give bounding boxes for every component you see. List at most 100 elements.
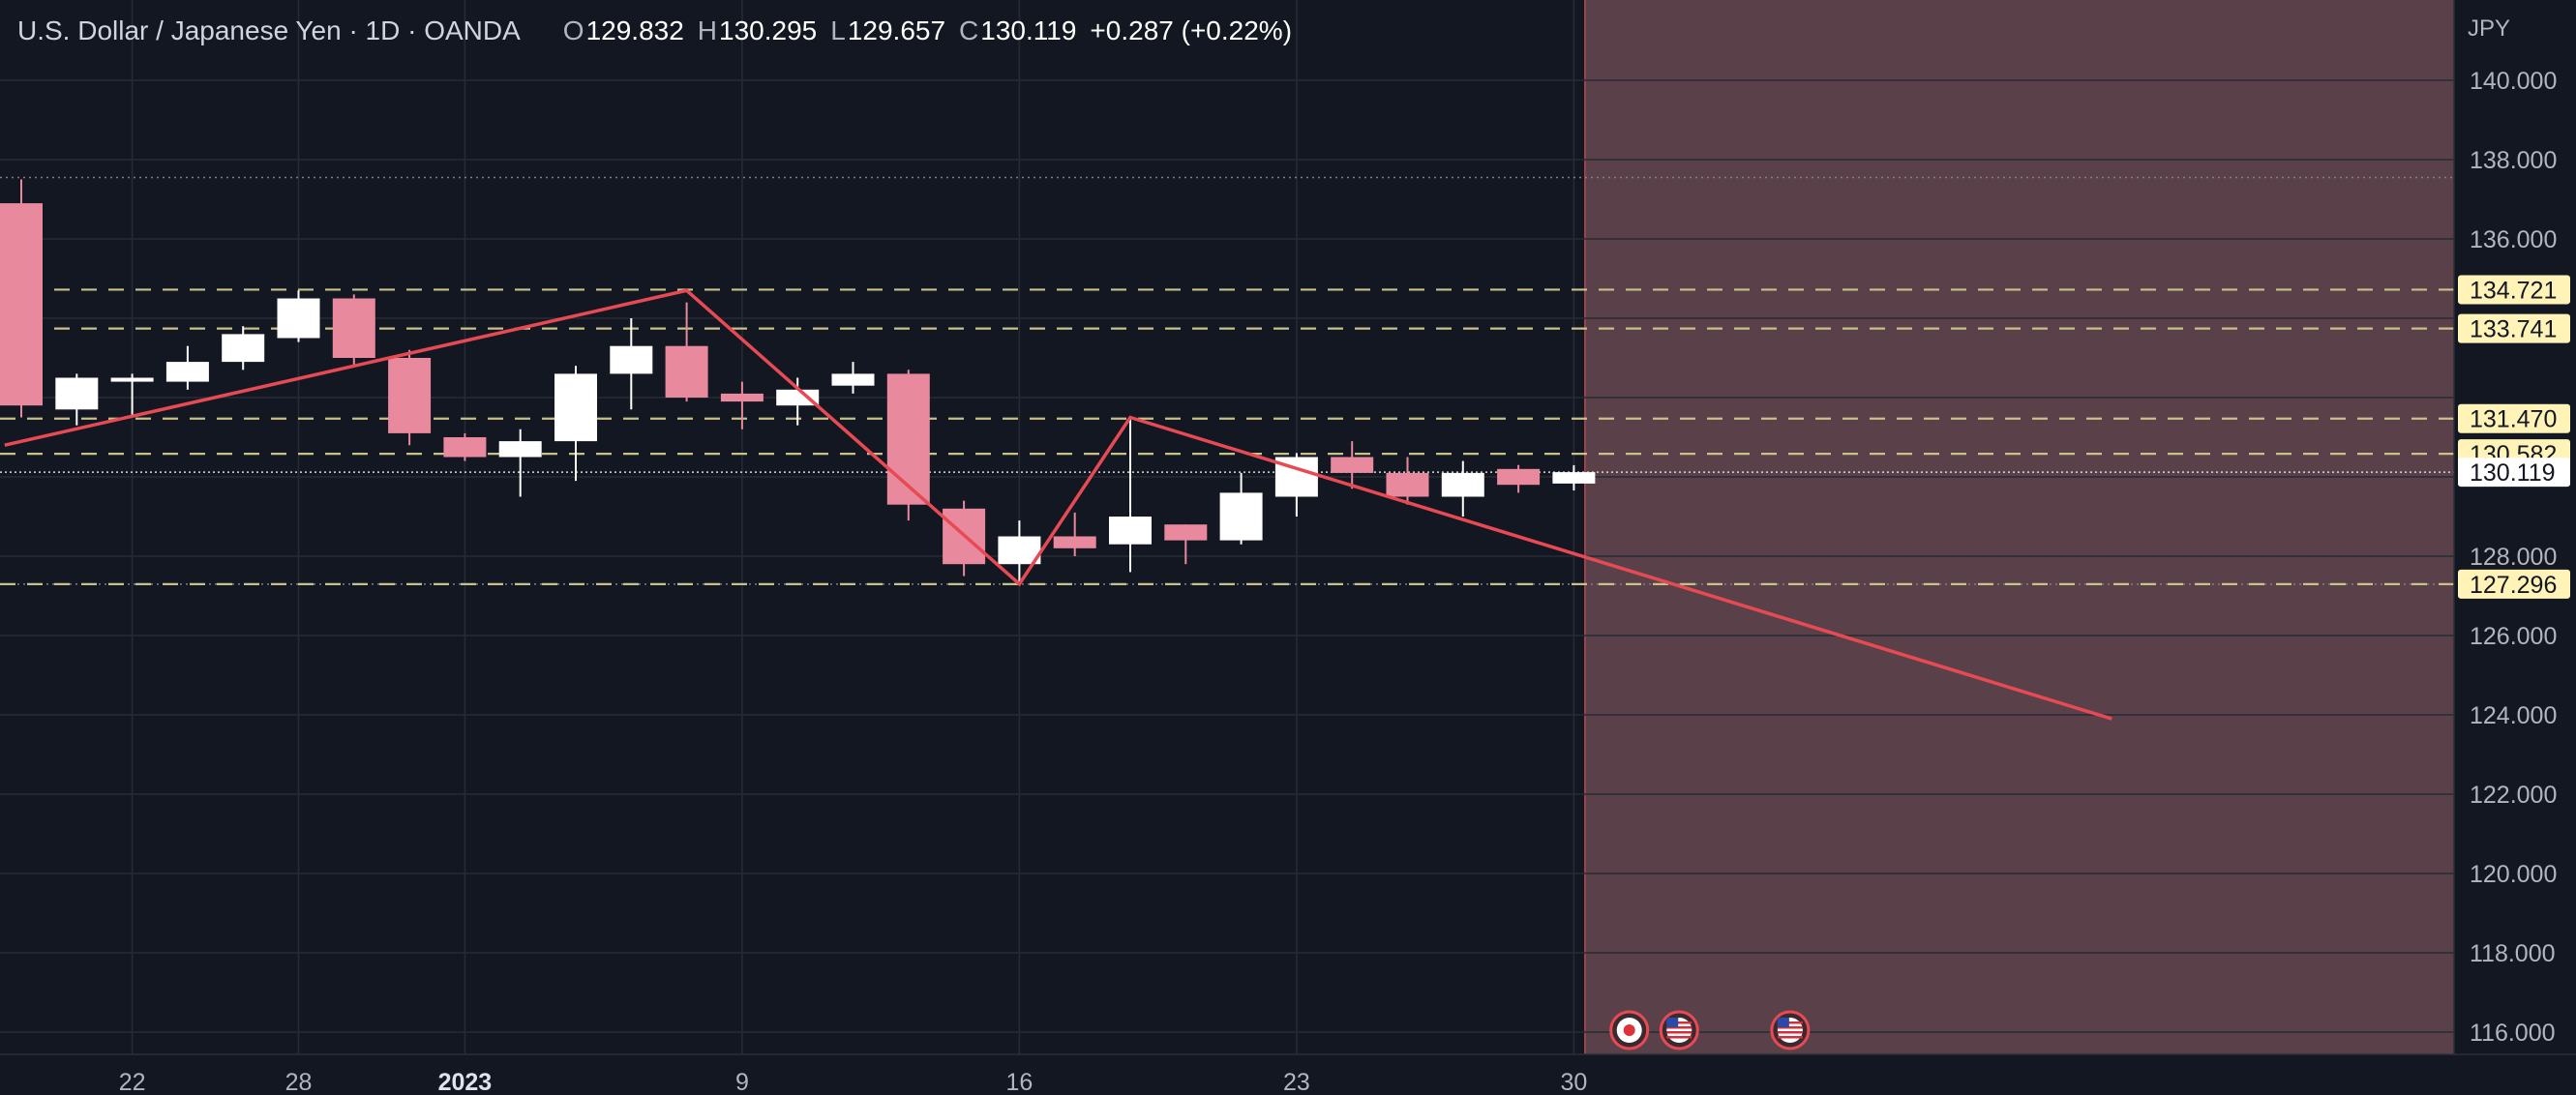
candle-body [1552,472,1596,484]
candle [332,294,375,367]
candle-body [720,393,764,402]
candle [1552,464,1596,491]
candle [886,370,930,521]
level-label: 131.470 [2470,406,2557,433]
flag-stripe [1666,1021,1692,1024]
candle [222,326,265,370]
candle [776,377,820,426]
candle-body [665,345,708,398]
flag-stripe [1666,1036,1692,1039]
chart-legend: U.S. Dollar / Japanese Yen · 1D · OANDA … [17,10,1292,52]
time-tick-label: 16 [1005,1069,1033,1095]
currency-label: JPY [2468,15,2511,42]
time-tick-label: 22 [119,1069,146,1095]
flag-canton [1777,1018,1789,1027]
candle-body [1497,468,1541,486]
price-tick-label: 128.000 [2470,544,2557,571]
price-axis [2454,0,2576,1095]
candle-body [332,298,375,358]
flag-stripe [1777,1036,1803,1039]
candle [1109,417,1152,573]
high-value: 130.295 [719,15,818,45]
flag-canton [1666,1018,1679,1027]
flag-stripe [1666,1031,1692,1034]
level-label-box [2458,275,2570,305]
level-label-box [2458,569,2570,599]
flag-stripe [1777,1026,1803,1029]
candle [443,432,487,461]
open-value: 129.832 [585,15,684,45]
price-tick-label: 120.000 [2470,861,2557,888]
candle-body [776,389,820,406]
time-axis [0,1054,2576,1095]
price-tick-label: 138.000 [2470,147,2557,174]
candle-body [110,377,154,382]
candle [165,345,209,390]
high-label: H [697,15,718,45]
candle [998,520,1041,584]
candle-body [1386,472,1429,497]
candle [554,366,597,482]
candle [720,381,764,429]
us-flag-icon [1770,1010,1811,1051]
candle-body [886,373,930,505]
candle [0,179,43,418]
candle-body [165,362,209,382]
candle-body [998,536,1041,565]
price-tick-label: 118.000 [2470,940,2556,967]
candle [55,373,99,426]
candle [1219,472,1263,545]
flag-sun [1623,1024,1635,1036]
us-flag-icon [1659,1010,1699,1051]
candle [1053,512,1096,556]
candle [1386,457,1429,505]
price-tick-label: 122.000 [2470,782,2557,809]
level-label-box [2458,403,2570,433]
candle-body [55,377,99,410]
candle-body [1441,472,1484,497]
flag-stripe [1666,1026,1692,1029]
candle-body [554,373,597,442]
time-tick-label: 9 [735,1069,749,1095]
price-tick-label: 140.000 [2470,68,2557,95]
candle-body [1219,492,1263,541]
price-tick-label: 124.000 [2470,702,2557,729]
candle-body [277,298,320,339]
time-tick-label: 28 [285,1069,313,1095]
candle [498,429,542,497]
level-label: 127.296 [2470,572,2557,599]
level-label: 133.741 [2470,316,2557,343]
close-label: C [959,15,979,45]
current-price-label: 130.119 [2470,459,2556,487]
level-label: 134.721 [2470,277,2557,304]
candle-body [831,373,875,386]
candle-body [0,203,43,406]
candle [831,362,875,394]
flag-stripe [1777,1021,1803,1024]
japan-flag-icon [1609,1010,1650,1051]
trend-line [4,288,2112,721]
current-price-label-box [2458,458,2570,488]
low-value: 129.657 [847,15,946,45]
level-label-box [2458,313,2570,343]
price-tick-label: 136.000 [2470,226,2557,253]
flag-stripe [1777,1031,1803,1034]
candle-body [443,437,487,458]
candle-body [498,441,542,458]
candle [110,373,154,418]
candle-body [610,345,653,374]
candle [277,290,320,342]
symbol-title[interactable]: U.S. Dollar / Japanese Yen · 1D · OANDA [17,15,521,45]
candle-body [388,358,432,433]
time-tick-label: 23 [1283,1069,1310,1095]
open-label: O [562,15,584,45]
candle [1497,464,1541,493]
low-label: L [830,15,846,45]
candle-body [1164,524,1208,541]
candle-body [1053,536,1096,548]
candle [388,349,432,446]
future-zone [1584,0,2454,1054]
candle-body [1109,517,1152,545]
candle [1441,460,1484,517]
